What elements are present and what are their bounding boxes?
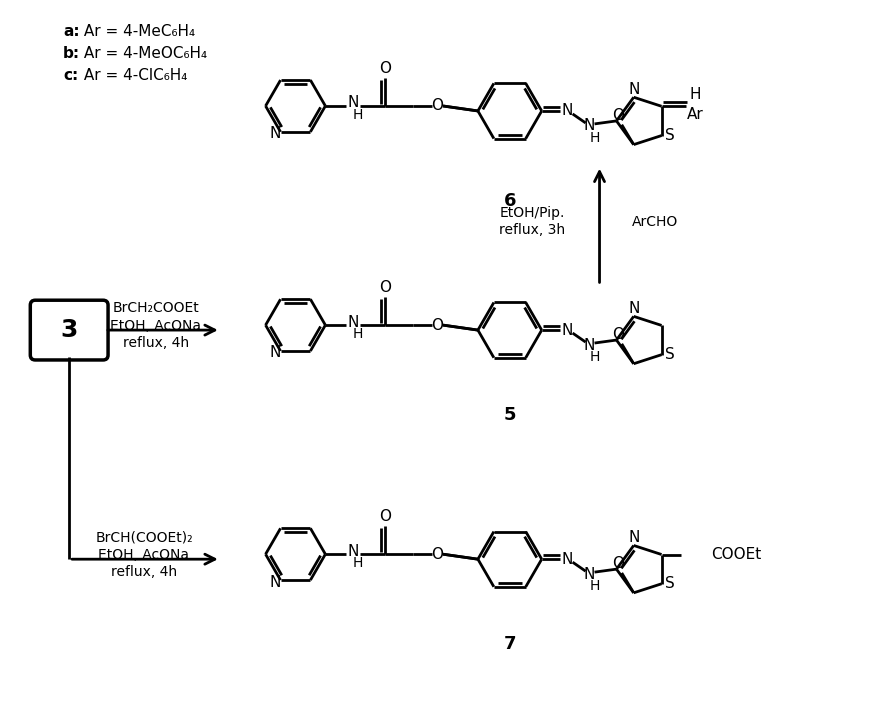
Text: H: H <box>689 87 701 102</box>
Text: H: H <box>353 327 364 341</box>
Text: H: H <box>589 579 600 593</box>
Text: N: N <box>584 338 595 352</box>
Text: reflux, 4h: reflux, 4h <box>122 336 189 350</box>
Text: N: N <box>348 314 359 330</box>
Text: N: N <box>584 118 595 133</box>
Text: BrCH(COOEt)₂: BrCH(COOEt)₂ <box>95 530 193 544</box>
Text: N: N <box>270 575 282 589</box>
Text: N: N <box>348 95 359 111</box>
Text: a:: a: <box>63 24 80 39</box>
Text: N: N <box>628 530 639 545</box>
Text: Ar = 4-ClC₆H₄: Ar = 4-ClC₆H₄ <box>80 68 188 82</box>
Text: 7: 7 <box>503 634 516 653</box>
Text: O: O <box>611 327 624 343</box>
Text: N: N <box>348 544 359 559</box>
Text: Ar: Ar <box>687 106 704 122</box>
Text: c:: c: <box>63 68 79 82</box>
Text: 6: 6 <box>503 192 516 209</box>
Text: H: H <box>589 350 600 364</box>
Text: N: N <box>628 82 639 97</box>
Text: reflux, 4h: reflux, 4h <box>111 565 177 579</box>
Text: N: N <box>584 567 595 582</box>
Text: N: N <box>628 301 639 316</box>
Text: Ar = 4-MeC₆H₄: Ar = 4-MeC₆H₄ <box>80 24 195 39</box>
Text: ArCHO: ArCHO <box>631 214 678 228</box>
Text: O: O <box>611 108 624 123</box>
Text: S: S <box>664 347 674 362</box>
Text: O: O <box>431 318 443 333</box>
Text: H: H <box>353 108 364 122</box>
Text: N: N <box>562 323 573 338</box>
Text: COOEt: COOEt <box>712 547 762 562</box>
FancyBboxPatch shape <box>30 300 108 360</box>
Text: EtOH, AcONa: EtOH, AcONa <box>110 319 201 333</box>
Text: BrCH₂COOEt: BrCH₂COOEt <box>113 301 199 315</box>
Text: Ar = 4-MeOC₆H₄: Ar = 4-MeOC₆H₄ <box>80 46 207 61</box>
Text: S: S <box>664 128 674 143</box>
Text: EtOH, AcONa: EtOH, AcONa <box>98 548 190 562</box>
Text: reflux, 3h: reflux, 3h <box>499 223 565 238</box>
Text: O: O <box>379 61 392 75</box>
Text: 5: 5 <box>503 406 516 424</box>
Text: b:: b: <box>63 46 80 61</box>
Text: O: O <box>379 509 392 524</box>
Text: N: N <box>562 104 573 118</box>
Text: N: N <box>270 345 282 360</box>
Text: H: H <box>589 131 600 145</box>
Text: 3: 3 <box>61 318 78 342</box>
Text: O: O <box>431 99 443 114</box>
Text: S: S <box>664 576 674 591</box>
Text: H: H <box>353 556 364 570</box>
Text: O: O <box>431 546 443 562</box>
Text: O: O <box>611 556 624 572</box>
Text: O: O <box>379 280 392 295</box>
Text: EtOH/Pip.: EtOH/Pip. <box>499 206 565 219</box>
Text: N: N <box>270 126 282 141</box>
Text: N: N <box>562 552 573 567</box>
